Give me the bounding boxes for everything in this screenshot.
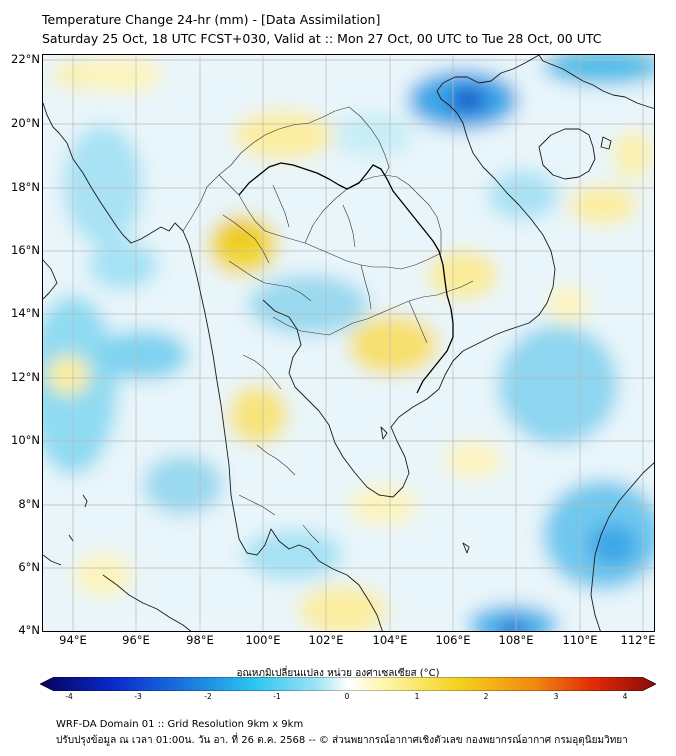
lat-label-10n: 10°N xyxy=(11,433,40,447)
colorbar-tick: 2 xyxy=(483,692,489,701)
lat-label-20n: 20°N xyxy=(11,116,40,130)
colorbar-tick: -4 xyxy=(65,692,73,701)
colorbar-tick: -1 xyxy=(273,692,281,701)
colorbar-tick: 0 xyxy=(344,692,350,701)
colorbar-tick: 4 xyxy=(622,692,628,701)
footer-credit: ปรับปรุงข้อมูล ณ เวลา 01:00น. วัน อา. ที… xyxy=(56,735,628,746)
lon-label-96e: 96°E xyxy=(122,633,150,647)
country-border xyxy=(238,162,454,394)
lat-label-4n: 4°N xyxy=(18,623,40,637)
coastlines xyxy=(43,55,654,631)
colorbar-tick: -3 xyxy=(134,692,142,701)
colorbar-tick: 3 xyxy=(553,692,559,701)
temperature-field xyxy=(43,55,654,631)
map-subtitle: Saturday 25 Oct, 18 UTC FCST+030, Valid … xyxy=(42,31,602,46)
lon-label-98e: 98°E xyxy=(186,633,214,647)
lat-label-12n: 12°N xyxy=(11,370,40,384)
lat-label-16n: 16°N xyxy=(11,243,40,257)
lat-label-8n: 8°N xyxy=(18,497,40,511)
lon-label-94e: 94°E xyxy=(59,633,87,647)
lon-label-110e: 110°E xyxy=(562,633,598,647)
lon-label-108e: 108°E xyxy=(498,633,534,647)
map-title: Temperature Change 24-hr (mm) - [Data As… xyxy=(42,12,381,27)
temperature-change-map xyxy=(42,54,655,632)
colorbar-tick: 1 xyxy=(414,692,420,701)
lon-label-112e: 112°E xyxy=(620,633,656,647)
lat-label-18n: 18°N xyxy=(11,180,40,194)
colorbar-tick: -2 xyxy=(204,692,212,701)
lon-label-100e: 100°E xyxy=(245,633,281,647)
colorbar-title: อุณหภูมิเปลี่ยนแปลง หน่วย องศาเซลเซียส (… xyxy=(236,668,440,679)
lat-label-6n: 6°N xyxy=(18,560,40,574)
lat-label-22n: 22°N xyxy=(11,52,40,66)
lon-label-102e: 102°E xyxy=(308,633,344,647)
footer-model-info: WRF-DA Domain 01 :: Grid Resolution 9km … xyxy=(56,719,304,730)
lon-label-104e: 104°E xyxy=(372,633,408,647)
lon-label-106e: 106°E xyxy=(435,633,471,647)
colorbar xyxy=(40,677,656,691)
graticule xyxy=(43,55,654,631)
lat-label-14n: 14°N xyxy=(11,306,40,320)
